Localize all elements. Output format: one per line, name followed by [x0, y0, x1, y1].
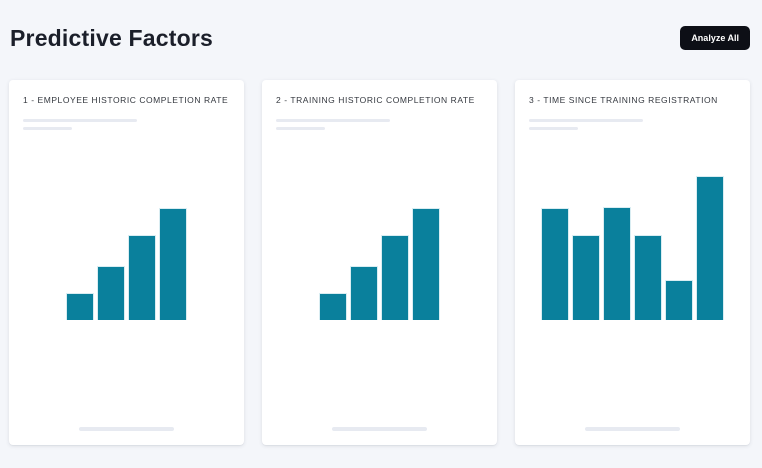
skeleton-line: [23, 119, 137, 122]
bar: [381, 235, 409, 320]
page-title: Predictive Factors: [10, 25, 214, 51]
bar: [350, 266, 378, 320]
factor-card-employee-completion-rate: 1 - EMPLOYEE HISTORIC COMPLETION RATE: [9, 80, 244, 445]
bar: [541, 208, 569, 320]
skeleton-line: [276, 127, 325, 130]
bar: [665, 280, 693, 320]
skeleton-line: [23, 127, 72, 130]
skeleton-line: [332, 427, 427, 431]
bar: [634, 235, 662, 320]
bar: [319, 293, 347, 320]
bar: [128, 235, 156, 320]
skeleton-line: [79, 427, 174, 431]
skeleton-line: [529, 127, 578, 130]
bar-chart: [23, 130, 230, 320]
factor-card-title: 3 - TIME SINCE TRAINING REGISTRATION: [529, 95, 718, 105]
factor-cards-row: 1 - EMPLOYEE HISTORIC COMPLETION RATE 2 …: [0, 80, 762, 445]
bar: [696, 176, 724, 320]
bar-chart: [276, 130, 483, 320]
bar: [66, 293, 94, 320]
factor-card-title: 1 - EMPLOYEE HISTORIC COMPLETION RATE: [23, 95, 229, 105]
bar: [159, 208, 187, 320]
bar: [412, 208, 440, 320]
factor-card-title: 2 - TRAINING HISTORIC COMPLETION RATE: [276, 95, 475, 105]
skeleton-line: [585, 427, 680, 431]
analyze-all-button[interactable]: Analyze All: [680, 26, 750, 50]
skeleton-line: [276, 119, 390, 122]
bar: [572, 235, 600, 320]
bar: [97, 266, 125, 320]
bar-chart: [529, 130, 736, 320]
predictive-factors-page: Predictive Factors Analyze All 1 - EMPLO…: [0, 0, 762, 445]
factor-card-time-since-registration: 3 - TIME SINCE TRAINING REGISTRATION: [515, 80, 750, 445]
bar: [603, 207, 631, 320]
factor-card-training-completion-rate: 2 - TRAINING HISTORIC COMPLETION RATE: [262, 80, 497, 445]
page-header: Predictive Factors Analyze All: [0, 0, 762, 50]
skeleton-line: [529, 119, 643, 122]
